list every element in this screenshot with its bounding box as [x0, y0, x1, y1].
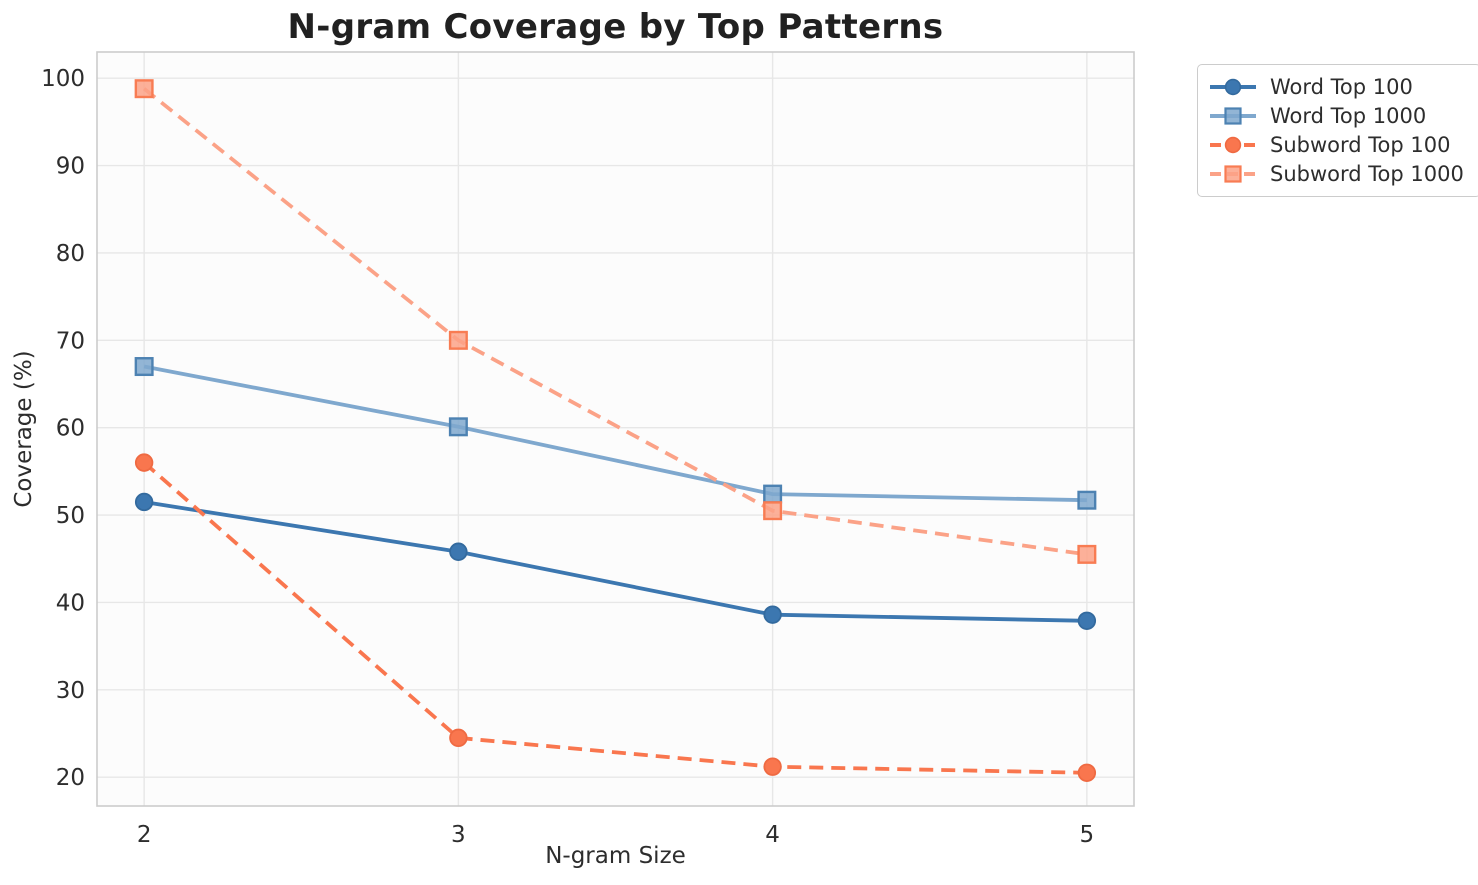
subword-top-1000-legend-sample-icon [1210, 165, 1256, 183]
subword-top-1000-line [142, 87, 1088, 557]
subword-top-1000-marker [1077, 544, 1097, 564]
legend-item-subword-top-1000: Subword Top 1000 [1209, 160, 1464, 188]
y-axis-label: Coverage (%) [11, 350, 37, 508]
word-top-100-marker [1077, 611, 1097, 630]
x-tick-label: 4 [765, 822, 780, 848]
word-top-1000-marker [448, 417, 468, 437]
x-axis-label: N-gram Size [545, 843, 686, 869]
legend: Word Top 100 Word Top 1000 Subword Top 100… [1197, 64, 1478, 197]
y-tick-label: 50 [56, 503, 85, 529]
word-top-100-line [143, 500, 1087, 623]
subword-top-100-line [142, 461, 1087, 775]
legend-label: Word Top 100 [1270, 75, 1413, 99]
legend-label: Subword Top 100 [1270, 133, 1451, 157]
plot-border [96, 51, 1135, 807]
legend-item-subword-top-100: Subword Top 100 [1209, 131, 1464, 159]
x-tick-label: 5 [1080, 822, 1095, 848]
plot-area [97, 52, 1134, 806]
y-tick-label: 100 [41, 66, 85, 92]
legend-item-word-top-100: Word Top 100 [1209, 73, 1464, 101]
legend-label: Subword Top 1000 [1270, 162, 1464, 186]
y-tick-label: 40 [56, 590, 85, 616]
word-top-100-marker [449, 542, 468, 561]
word-top-100-marker [134, 492, 154, 512]
subword-top-100-marker [1077, 763, 1097, 782]
y-tick-label: 20 [56, 765, 85, 791]
legend-label: Word Top 1000 [1270, 104, 1427, 128]
subword-top-100-marker [134, 453, 154, 472]
word-top-1000-marker [134, 357, 154, 377]
x-tick-label: 3 [451, 822, 466, 848]
y-tick-label: 60 [56, 416, 85, 442]
word-top-100-marker [763, 605, 782, 624]
word-top-1000-marker [1077, 490, 1097, 510]
y-tick-label: 90 [56, 154, 85, 180]
subword-top-1000-marker [134, 79, 154, 99]
legend-item-word-top-1000: Word Top 1000 [1209, 102, 1464, 130]
y-tick-label: 30 [56, 678, 85, 704]
word-top-1000-legend-sample-icon [1210, 107, 1256, 125]
chart-title: N-gram Coverage by Top Patterns [287, 7, 944, 47]
subword-top-100-marker [449, 728, 468, 748]
word-top-1000-marker [763, 484, 783, 504]
word-top-100-legend-sample-icon [1210, 78, 1256, 96]
y-tick-label: 70 [56, 328, 85, 354]
subword-top-1000-marker [763, 501, 783, 521]
subword-top-100-legend-sample-icon [1210, 136, 1256, 154]
subword-top-1000-marker [448, 330, 468, 350]
y-tick-label: 80 [56, 241, 85, 267]
x-tick-label: 2 [137, 822, 152, 848]
subword-top-100-marker [763, 757, 782, 776]
word-top-1000-line [143, 364, 1087, 503]
